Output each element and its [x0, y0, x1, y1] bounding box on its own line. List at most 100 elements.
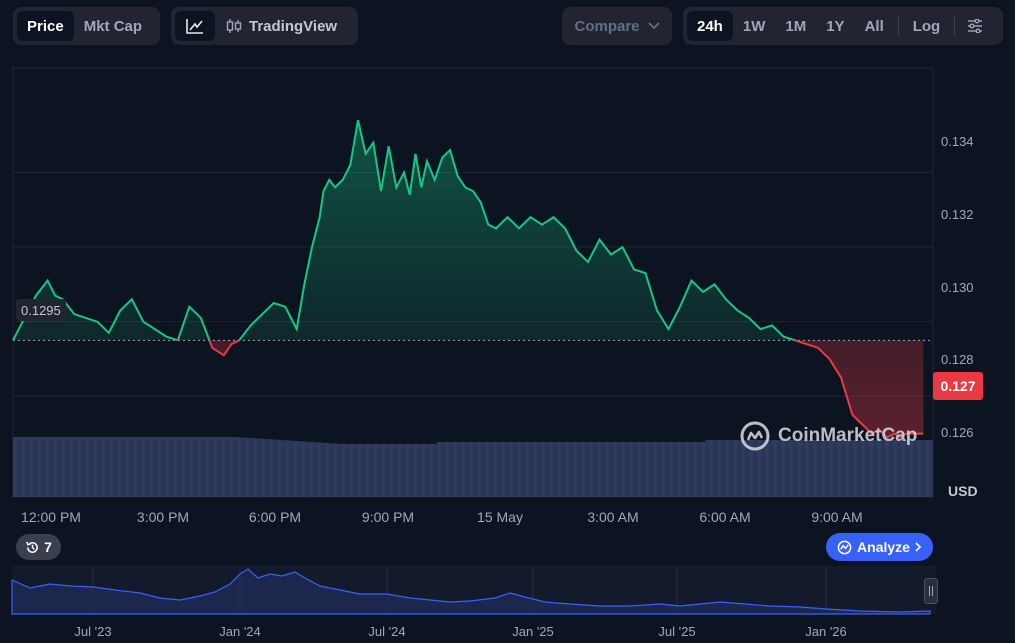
- volume-bar: [465, 442, 469, 497]
- volume-bar: [249, 437, 253, 497]
- volume-bar: [485, 442, 489, 497]
- sliders-icon: [968, 19, 983, 33]
- volume-bar: [145, 437, 149, 497]
- volume-bar: [37, 437, 41, 497]
- volume-bar: [189, 437, 193, 497]
- volume-bar: [481, 442, 485, 497]
- volume-bar: [185, 437, 189, 497]
- volume-bar: [521, 442, 525, 497]
- chart-settings-button[interactable]: [959, 11, 991, 41]
- volume-bar: [757, 440, 761, 497]
- volume-bar: [149, 437, 153, 497]
- currency-label: USD: [948, 483, 978, 499]
- volume-bar: [77, 437, 81, 497]
- volume-bar: [921, 440, 925, 497]
- volume-bar: [821, 440, 825, 497]
- range-24h[interactable]: 24h: [687, 11, 733, 41]
- candlestick-icon: [226, 19, 242, 33]
- volume-bar: [637, 442, 641, 497]
- analyze-icon: [837, 540, 852, 554]
- volume-bar: [337, 443, 341, 497]
- volume-bar: [577, 442, 581, 497]
- volume-bar: [321, 442, 325, 498]
- analyze-label: Analyze: [857, 539, 910, 555]
- history-button[interactable]: 7: [16, 534, 61, 560]
- volume-bar: [773, 440, 777, 497]
- navigator-x-tick: Jan '26: [805, 624, 847, 639]
- volume-bar: [677, 442, 681, 497]
- range-1m[interactable]: 1M: [785, 17, 807, 35]
- volume-bar: [925, 440, 929, 497]
- volume-bar: [889, 440, 893, 497]
- analyze-button[interactable]: Analyze: [826, 533, 933, 561]
- volume-bar: [601, 442, 605, 497]
- volume-bar: [729, 440, 733, 497]
- volume-bar: [833, 440, 837, 497]
- volume-bar: [241, 437, 245, 498]
- volume-bar: [393, 444, 397, 497]
- volume-bar: [685, 442, 689, 497]
- range-1w[interactable]: 1W: [742, 17, 766, 35]
- navigator-handle[interactable]: [924, 578, 938, 604]
- volume-bar: [641, 442, 645, 497]
- volume-bar: [453, 442, 457, 497]
- price-mktcap-toggle: Price Mkt Cap: [13, 7, 160, 45]
- chart-type-toggle: TradingView: [171, 7, 358, 45]
- volume-bar: [237, 437, 241, 498]
- compare-label: Compare: [574, 17, 640, 35]
- volume-bar: [533, 442, 537, 497]
- volume-bar: [245, 437, 249, 497]
- volume-bar: [517, 442, 521, 497]
- volume-bar: [165, 437, 169, 497]
- volume-bar: [93, 437, 97, 497]
- volume-bar: [285, 440, 289, 498]
- volume-bar: [909, 440, 913, 497]
- volume-bar: [425, 444, 429, 497]
- range-all[interactable]: All: [864, 17, 884, 35]
- volume-bar: [753, 440, 757, 497]
- range-1y[interactable]: 1Y: [826, 17, 845, 35]
- volume-bar: [805, 440, 809, 497]
- range-navigator[interactable]: [0, 560, 1015, 620]
- tab-price[interactable]: Price: [17, 11, 74, 41]
- volume-bar: [21, 437, 25, 497]
- chevron-right-icon: [915, 542, 922, 552]
- volume-bar: [545, 442, 549, 497]
- volume-bar: [217, 437, 221, 497]
- volume-bar: [357, 444, 361, 497]
- volume-bar: [385, 444, 389, 497]
- compare-dropdown[interactable]: Compare: [562, 7, 672, 45]
- volume-bar: [809, 440, 813, 497]
- volume-bar: [633, 442, 637, 497]
- volume-bar: [461, 442, 465, 497]
- volume-bar: [917, 440, 921, 497]
- volume-bar: [349, 444, 353, 497]
- volume-bar: [513, 442, 517, 497]
- volume-bar: [401, 444, 405, 497]
- volume-bar: [825, 440, 829, 497]
- volume-bar: [777, 440, 781, 497]
- price-chart[interactable]: [0, 0, 1015, 520]
- tab-mkt-cap[interactable]: Mkt Cap: [83, 17, 143, 35]
- volume-bar: [197, 437, 201, 497]
- volume-bar: [65, 437, 69, 497]
- log-toggle[interactable]: Log: [912, 17, 941, 35]
- volume-bar: [469, 442, 473, 497]
- tradingview-button[interactable]: TradingView: [215, 11, 347, 41]
- volume-bar: [645, 442, 649, 497]
- volume-bar: [409, 444, 413, 497]
- volume-bar: [365, 444, 369, 497]
- volume-bar: [317, 442, 321, 498]
- line-chart-button[interactable]: [175, 11, 215, 41]
- volume-bar: [569, 442, 573, 497]
- x-tick-label: 9:00 PM: [361, 509, 415, 525]
- volume-bar: [585, 442, 589, 497]
- volume-bar: [137, 437, 141, 497]
- volume-bar: [25, 437, 29, 497]
- volume-bar: [33, 437, 37, 497]
- x-tick-label: 12:00 PM: [21, 509, 81, 525]
- volume-bar: [181, 437, 185, 497]
- volume-bar: [537, 442, 541, 497]
- volume-bar: [405, 444, 409, 497]
- y-tick-label: 0.126: [941, 425, 974, 440]
